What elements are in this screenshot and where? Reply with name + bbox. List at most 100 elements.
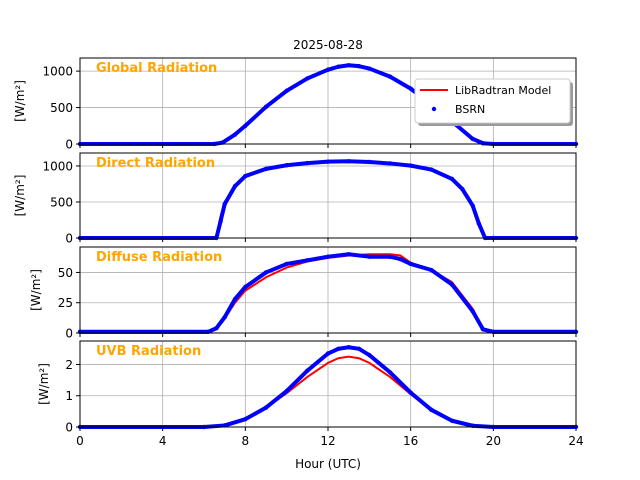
y-tick-label: 0	[65, 138, 73, 152]
bsrn-data-point	[367, 254, 372, 259]
bsrn-data-point	[476, 221, 482, 226]
y-tick-label: 0	[65, 327, 73, 341]
bsrn-data-point	[387, 254, 393, 259]
bsrn-data-point	[460, 186, 465, 192]
x-tick-label: 24	[568, 434, 583, 448]
bsrn-data-point	[305, 258, 310, 263]
bsrn-data-point	[263, 270, 269, 275]
bsrn-data-point	[325, 67, 331, 72]
bsrn-data-point	[367, 66, 372, 71]
bsrn-data-point	[387, 161, 393, 166]
bsrn-data-point	[408, 390, 413, 395]
panel-title: UVB Radiation	[96, 344, 201, 359]
y-axis-label: [W/m²]	[29, 269, 43, 311]
bsrn-data-point	[222, 201, 227, 207]
y-tick-label: 1	[65, 389, 73, 403]
y-tick-label: 0	[65, 421, 73, 435]
bsrn-data-point	[232, 132, 238, 137]
y-tick-label: 500	[50, 195, 73, 209]
bsrn-data-point	[305, 368, 310, 373]
bsrn-data-point	[214, 325, 219, 331]
x-axis-label: Hour (UTC)	[295, 457, 361, 471]
bsrn-data-point	[449, 176, 455, 182]
bsrn-data-point	[243, 123, 248, 128]
bsrn-data-point	[232, 183, 238, 189]
bsrn-data-point	[243, 416, 248, 422]
bsrn-data-point	[470, 136, 475, 142]
legend-label: LibRadtran Model	[455, 84, 551, 97]
panel-title: Diffuse Radiation	[96, 250, 222, 265]
bsrn-data-point	[346, 345, 351, 350]
y-tick-label: 1000	[42, 159, 73, 173]
bsrn-data-point	[284, 163, 289, 168]
bsrn-data-point	[449, 282, 455, 287]
chart-panel: 0 500 1000 [W/m²] Global Radiation	[13, 57, 579, 152]
bsrn-data-point	[356, 63, 362, 69]
bsrn-data-point	[284, 88, 289, 93]
legend-box	[414, 78, 571, 124]
bsrn-data-point	[305, 160, 310, 166]
bsrn-data-point	[480, 327, 486, 332]
y-tick-label: 500	[50, 101, 73, 115]
panel-title: Direct Radiation	[96, 156, 215, 171]
bsrn-data-point	[398, 256, 403, 262]
bsrn-data-point	[243, 173, 248, 179]
bsrn-data-point	[387, 74, 393, 79]
bsrn-data-point	[346, 63, 351, 68]
bsrn-data-point	[325, 254, 331, 259]
chart-panel: 0 25 50 [W/m²] Diffuse Radiation	[29, 246, 579, 341]
y-tick-label: 1000	[42, 65, 73, 79]
y-axis-label: [W/m²]	[37, 363, 51, 405]
legend-label: BSRN	[455, 103, 485, 116]
x-tick-label: 12	[320, 434, 335, 448]
y-tick-label: 0	[65, 232, 73, 246]
bsrn-data-point	[356, 346, 362, 352]
y-tick-label: 25	[58, 296, 73, 310]
y-axis-label: [W/m²]	[13, 175, 27, 217]
bsrn-data-point	[263, 405, 269, 410]
bsrn-data-point	[408, 163, 413, 168]
bsrn-data-point	[325, 351, 331, 356]
legend: LibRadtran Model BSRN	[414, 78, 573, 126]
panel-title: Global Radiation	[96, 61, 217, 76]
bsrn-data-point	[284, 261, 289, 267]
bsrn-data-point	[218, 219, 223, 224]
y-tick-label: 2	[65, 358, 73, 372]
x-tick-label: 16	[403, 434, 418, 448]
bsrn-data-point	[232, 296, 238, 302]
bsrn-data-point	[367, 352, 372, 358]
bsrn-data-point	[470, 308, 475, 314]
bsrn-data-point	[429, 407, 434, 412]
bsrn-data-point	[243, 284, 248, 290]
bsrn-data-point	[408, 261, 413, 267]
x-tick-label: 4	[159, 434, 167, 448]
bsrn-data-point	[408, 86, 413, 91]
x-tick-label: 8	[242, 434, 250, 448]
bsrn-data-point	[263, 166, 269, 172]
bsrn-data-point	[222, 315, 227, 320]
legend-dot-swatch	[431, 106, 437, 112]
bsrn-data-point	[305, 76, 310, 81]
bsrn-data-point	[336, 64, 341, 69]
bsrn-data-point	[263, 104, 269, 110]
chart-panel: 0 500 1000 [W/m²] Direct Radiation	[13, 152, 579, 246]
figure-title: 2025-08-28	[293, 38, 363, 52]
x-tick-label: 20	[486, 434, 501, 448]
bsrn-data-point	[387, 370, 393, 375]
bsrn-data-point	[429, 267, 434, 273]
bsrn-series-line	[80, 159, 576, 240]
bsrn-data-point	[346, 252, 351, 257]
bsrn-data-point	[449, 418, 455, 423]
x-tick-label: 0	[76, 434, 84, 448]
bsrn-data-point	[480, 141, 486, 146]
bsrn-data-point	[470, 203, 475, 208]
bsrn-data-point	[325, 159, 331, 164]
bsrn-data-point	[346, 159, 351, 164]
bsrn-data-point	[429, 167, 434, 172]
y-axis-label: [W/m²]	[13, 80, 27, 122]
bsrn-data-point	[336, 346, 341, 352]
y-tick-label: 50	[58, 266, 73, 280]
